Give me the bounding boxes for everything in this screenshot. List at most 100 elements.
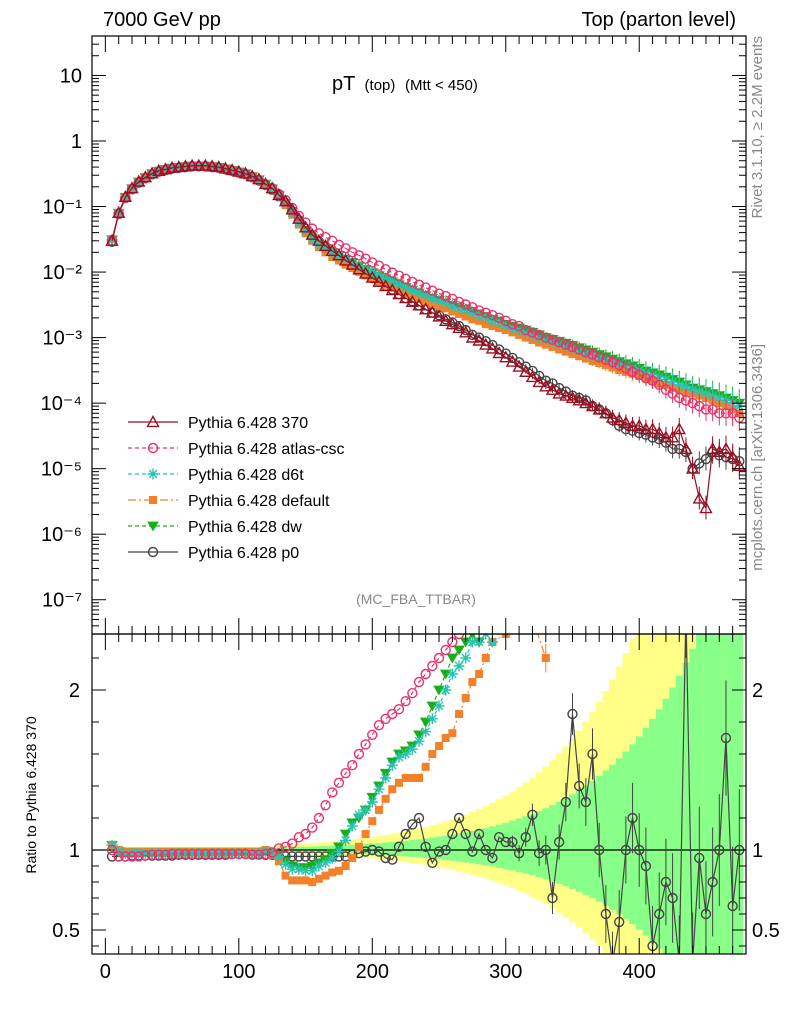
ratio-point [199, 847, 211, 859]
legend-label: Pythia 6.428 atlas-csc [188, 441, 345, 458]
ratio-point [146, 849, 158, 860]
ratio-point [193, 848, 204, 860]
main-point [672, 422, 686, 435]
main-point [447, 293, 458, 305]
ratio-point [527, 809, 538, 820]
ratio-point [180, 848, 191, 860]
main-point [358, 266, 373, 279]
band-green [382, 842, 390, 856]
main-point [588, 356, 597, 365]
main-point [212, 160, 226, 173]
main-point [340, 253, 352, 265]
ratio-point [166, 848, 178, 860]
main-point [118, 190, 133, 203]
main-point [386, 275, 398, 287]
ratio-point [260, 848, 271, 860]
ratio-y-tick-label-right: 2 [752, 680, 763, 702]
main-point [465, 330, 480, 343]
ratio-point [441, 734, 450, 742]
main-point [400, 282, 412, 294]
ratio-point [487, 852, 498, 864]
main-point [293, 210, 305, 222]
ratio-point [146, 847, 158, 859]
band-green [575, 790, 583, 892]
main-point [345, 257, 359, 270]
main-point [378, 279, 393, 292]
main-point [446, 299, 458, 311]
ratio-point [440, 644, 451, 656]
ratio-point [435, 742, 444, 750]
ratio-point [340, 834, 352, 846]
ratio-point [600, 908, 612, 920]
ratio-point [714, 844, 725, 856]
main-point [273, 190, 285, 202]
ratio-point [394, 778, 403, 787]
band-green [395, 841, 403, 857]
main-point [512, 359, 526, 372]
main-y-tick-label: 10⁻² [43, 262, 83, 284]
main-point [732, 459, 746, 472]
ratio-point [380, 772, 392, 784]
main-point [325, 244, 339, 257]
main-point [225, 163, 239, 176]
ratio-point [480, 844, 491, 856]
legend-label: Pythia 6.428 p0 [188, 545, 299, 562]
band-green [449, 834, 457, 861]
ratio-point [219, 847, 231, 859]
ratio-point [360, 846, 371, 857]
ratio-point [334, 866, 343, 875]
ratio-point [393, 704, 405, 715]
main-point [305, 227, 319, 240]
main-point [405, 294, 420, 308]
ratio-point [447, 828, 458, 840]
main-point [680, 395, 692, 406]
ratio-point [627, 812, 638, 824]
ratio-point [453, 812, 465, 824]
ratio-point [140, 850, 151, 861]
ratio-point [126, 851, 138, 862]
ratio-point [273, 850, 285, 862]
legend-marker [147, 521, 159, 532]
main-point [520, 326, 532, 338]
ratio-point [453, 634, 465, 640]
main-point [559, 388, 573, 401]
legend: Pythia 6.428 370 Pythia 6.428 atlas-csc Py… [128, 415, 345, 562]
main-point [667, 376, 679, 388]
main-point [380, 264, 391, 275]
main-point [481, 320, 490, 329]
ratio-point [468, 678, 477, 686]
header-right: Top (parton level) [581, 9, 736, 31]
main-point [320, 242, 332, 254]
main-point [680, 380, 692, 392]
band-green [495, 824, 503, 868]
main-point [392, 287, 406, 300]
ratio-point [413, 735, 425, 747]
main-point [193, 161, 204, 172]
ratio-point [307, 851, 318, 862]
ratio-point [373, 846, 385, 857]
band-green [562, 798, 570, 887]
main-point [413, 287, 425, 299]
ratio-point [493, 832, 505, 843]
ratio-point [446, 653, 459, 664]
ratio-point [475, 606, 484, 615]
ratio-y-tick-label-right: 1 [752, 840, 763, 862]
ratio-point [320, 800, 331, 811]
main-point [381, 280, 390, 289]
ratio-point [400, 748, 412, 760]
ratio-series-layer [92, 606, 746, 954]
main-point [185, 158, 199, 171]
ratio-point [328, 868, 337, 877]
ratio-point [139, 847, 151, 859]
plot-title-cut: (Mtt < 450) [405, 77, 478, 94]
ratio-point [587, 748, 598, 760]
ratio-point [346, 820, 358, 832]
main-point [492, 346, 506, 359]
ratio-line-atlas [111, 634, 460, 858]
main-point [432, 309, 446, 322]
main-y-tick-label: 1 [71, 131, 82, 153]
band-green [429, 837, 437, 859]
main-point [580, 346, 592, 358]
main-point [487, 309, 498, 321]
